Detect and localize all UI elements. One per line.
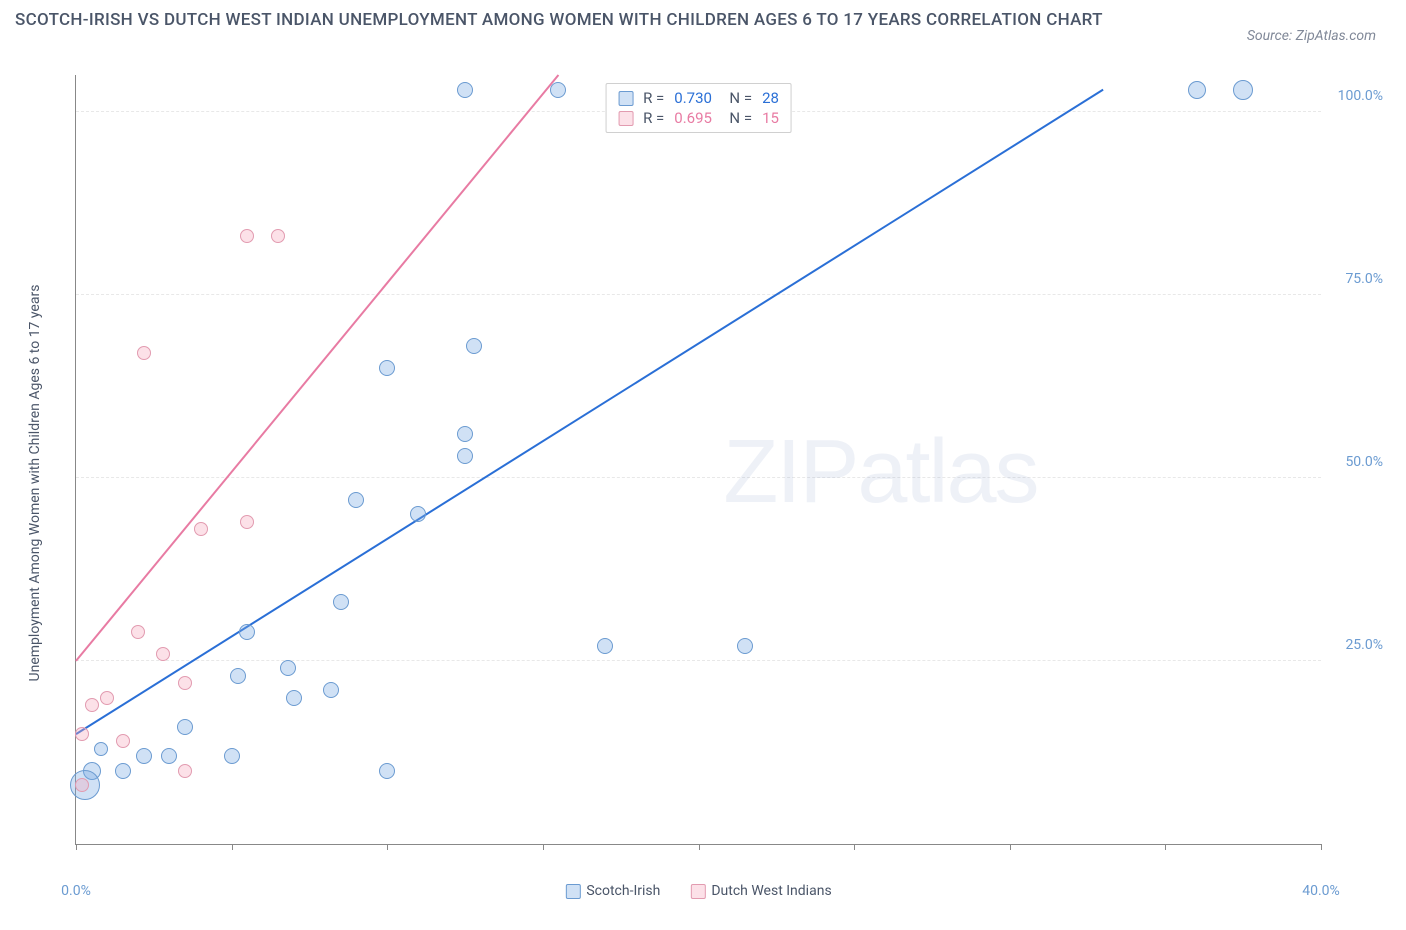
data-point: [100, 691, 114, 705]
data-point: [194, 522, 208, 536]
data-point: [466, 338, 482, 354]
data-point: [85, 698, 99, 712]
x-tick: [854, 844, 855, 850]
data-point: [178, 676, 192, 690]
data-point: [379, 360, 395, 376]
legend-label: Scotch-Irish: [586, 883, 660, 899]
swatch-icon: [690, 884, 705, 899]
data-point: [737, 638, 753, 654]
data-point: [410, 506, 426, 522]
stat-row-0: R = 0.730 N = 28: [618, 88, 779, 108]
data-point: [136, 748, 152, 764]
legend-item: Dutch West Indians: [690, 883, 831, 899]
y-tick-label: 100.0%: [1338, 88, 1383, 104]
x-tick: [1010, 844, 1011, 850]
data-point: [1233, 80, 1253, 100]
plot-container: Unemployment Among Women with Children A…: [45, 75, 1396, 875]
gridline: [76, 294, 1321, 295]
data-point: [597, 638, 613, 654]
x-tick: [543, 844, 544, 850]
stat-row-1: R = 0.695 N = 15: [618, 108, 779, 128]
data-point: [131, 625, 145, 639]
x-tick: [232, 844, 233, 850]
trend-lines: [76, 75, 1321, 844]
data-point: [230, 668, 246, 684]
data-point: [457, 82, 473, 98]
trend-line: [76, 75, 558, 661]
swatch-icon: [565, 884, 580, 899]
x-tick-label: 0.0%: [61, 883, 91, 899]
x-tick-label: 40.0%: [1302, 883, 1340, 899]
y-tick-label: 25.0%: [1345, 637, 1383, 653]
data-point: [137, 346, 151, 360]
data-point: [75, 727, 89, 741]
gridline: [76, 660, 1321, 661]
stat-r-0: 0.730: [674, 89, 712, 107]
data-point: [550, 82, 566, 98]
data-point: [348, 492, 364, 508]
x-tick: [1165, 844, 1166, 850]
plot-area: ZIPatlas R = 0.730 N = 28 R = 0.695 N = …: [75, 75, 1321, 845]
data-point: [177, 719, 193, 735]
x-tick: [387, 844, 388, 850]
x-tick: [1321, 844, 1322, 850]
swatch-icon: [618, 111, 633, 126]
gridline: [76, 477, 1321, 478]
stat-n-0: 28: [762, 89, 779, 107]
data-point: [240, 229, 254, 243]
header-row: SCOTCH-IRISH VS DUTCH WEST INDIAN UNEMPL…: [0, 0, 1406, 44]
data-point: [156, 647, 170, 661]
source-label: Source: ZipAtlas.com: [1247, 28, 1376, 44]
data-point: [286, 690, 302, 706]
data-point: [1188, 81, 1206, 99]
trend-line: [76, 90, 1103, 734]
data-point: [280, 660, 296, 676]
chart-title: SCOTCH-IRISH VS DUTCH WEST INDIAN UNEMPL…: [15, 8, 1103, 34]
data-point: [115, 763, 131, 779]
data-point: [161, 748, 177, 764]
stat-legend-box: R = 0.730 N = 28 R = 0.695 N = 15: [605, 83, 792, 133]
y-tick-label: 75.0%: [1345, 271, 1383, 287]
data-point: [333, 594, 349, 610]
data-point: [240, 515, 254, 529]
data-point: [224, 748, 240, 764]
data-point: [239, 624, 255, 640]
y-tick-label: 50.0%: [1345, 454, 1383, 470]
legend-item: Scotch-Irish: [565, 883, 660, 899]
x-tick: [699, 844, 700, 850]
data-point: [178, 764, 192, 778]
data-point: [116, 734, 130, 748]
data-point: [457, 426, 473, 442]
data-point: [94, 742, 108, 756]
data-point: [323, 682, 339, 698]
data-point: [271, 229, 285, 243]
data-point: [379, 763, 395, 779]
stat-r-1: 0.695: [674, 109, 712, 127]
watermark: ZIPatlas: [723, 421, 1037, 524]
legend-label: Dutch West Indians: [711, 883, 831, 899]
x-tick: [76, 844, 77, 850]
data-point: [75, 778, 89, 792]
bottom-legend: Scotch-Irish Dutch West Indians: [565, 883, 831, 899]
data-point: [457, 448, 473, 464]
stat-n-1: 15: [762, 109, 779, 127]
swatch-icon: [618, 91, 633, 106]
